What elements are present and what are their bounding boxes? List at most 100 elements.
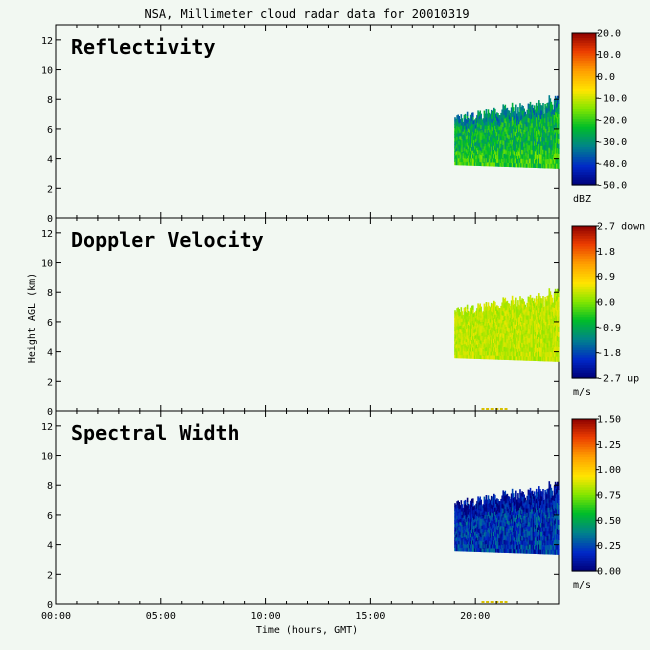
echo-cell <box>511 502 514 508</box>
echo-cell <box>497 529 499 534</box>
echo-cell <box>519 332 521 338</box>
colorbar-band <box>572 174 596 178</box>
echo-cell <box>461 544 464 549</box>
echo-cell <box>484 113 487 118</box>
echo-cell <box>509 518 512 523</box>
echo-cell <box>502 346 504 351</box>
echo-cell <box>489 307 492 312</box>
echo-cell <box>521 140 523 146</box>
echo-cell <box>497 120 499 125</box>
echo-cell <box>505 511 508 516</box>
echo-cell <box>469 518 472 523</box>
echo-cell <box>556 304 559 311</box>
echo-cell <box>512 338 515 344</box>
echo-cell <box>507 122 510 127</box>
echo-cell <box>523 544 525 550</box>
echo-cell <box>460 525 463 530</box>
echo-cell <box>528 140 531 146</box>
echo-cell <box>469 143 472 148</box>
echo-cell <box>500 154 502 160</box>
echo-cell <box>525 136 528 142</box>
echo-cell <box>540 163 542 169</box>
echo-cell <box>541 351 543 357</box>
echo-cell <box>522 522 524 528</box>
echo-cell <box>455 504 457 509</box>
echo-cell <box>538 293 540 299</box>
echo-cell <box>463 343 466 348</box>
echo-cell <box>482 524 485 529</box>
echo-cell <box>510 145 513 151</box>
echo-cell <box>519 498 521 504</box>
echo-cell <box>512 300 515 305</box>
echo-cell <box>542 300 544 306</box>
echo-cell <box>455 334 457 339</box>
echo-cell <box>527 108 530 114</box>
echo-cell <box>471 131 473 136</box>
echo-cell <box>489 347 492 353</box>
echo-cell <box>549 133 552 139</box>
echo-cell <box>532 549 535 554</box>
echo-cell <box>503 311 506 317</box>
echo-cell <box>460 139 463 144</box>
echo-cell <box>527 525 530 531</box>
echo-cell <box>528 544 531 550</box>
echo-cell <box>549 509 552 515</box>
echo-cell <box>487 495 490 500</box>
echo-cell <box>462 348 465 353</box>
echo-cell <box>481 535 484 539</box>
echo-cell <box>497 154 499 160</box>
echo-cell <box>497 506 499 511</box>
echo-cell <box>543 519 545 524</box>
echo-cell <box>482 511 485 515</box>
colorbar-band <box>572 103 596 107</box>
echo-cell <box>527 112 530 118</box>
echo-cell <box>467 540 470 545</box>
echo-cell <box>550 323 553 329</box>
colorbar-band <box>572 167 596 171</box>
echo-cell <box>501 544 503 549</box>
echo-cell <box>505 158 508 163</box>
echo-cell <box>463 340 466 345</box>
echo-cell <box>529 313 532 319</box>
echo-cell <box>461 334 464 339</box>
echo-cell <box>510 497 513 503</box>
echo-cell <box>546 309 548 316</box>
echo-cell <box>553 490 556 497</box>
echo-cell <box>526 343 529 349</box>
echo-cell <box>475 321 477 325</box>
echo-cell <box>489 522 492 527</box>
echo-cell <box>464 117 467 122</box>
echo-cell <box>456 325 458 330</box>
colorbar-band <box>572 451 596 455</box>
echo-cell <box>524 336 526 341</box>
echo-cell <box>524 135 526 140</box>
echo-cell <box>555 483 558 490</box>
echo-cell <box>511 152 514 159</box>
echo-cell <box>512 497 515 503</box>
echo-cell <box>487 334 490 340</box>
echo-cell <box>547 507 550 513</box>
echo-cell <box>489 143 492 148</box>
echo-cell <box>546 489 548 495</box>
echo-cell <box>520 330 522 335</box>
echo-cell <box>544 512 546 518</box>
echo-cell <box>535 130 538 136</box>
echo-cell <box>458 526 460 531</box>
echo-cell <box>512 321 515 327</box>
echo-cell <box>503 496 506 502</box>
colorbar-band <box>572 172 596 176</box>
echo-cell <box>481 512 484 516</box>
echo-cell <box>524 356 526 361</box>
echo-cell <box>457 128 459 133</box>
echo-cell <box>522 548 524 554</box>
echo-cell <box>494 494 496 500</box>
echo-cell <box>532 150 535 156</box>
echo-cell <box>480 121 482 126</box>
echo-cell <box>471 320 473 325</box>
echo-cell <box>491 512 494 518</box>
echo-cell <box>475 337 477 342</box>
echo-cell <box>473 506 475 511</box>
echo-cell <box>487 133 490 139</box>
colorbar-band <box>572 299 596 303</box>
echo-cell <box>517 548 519 554</box>
